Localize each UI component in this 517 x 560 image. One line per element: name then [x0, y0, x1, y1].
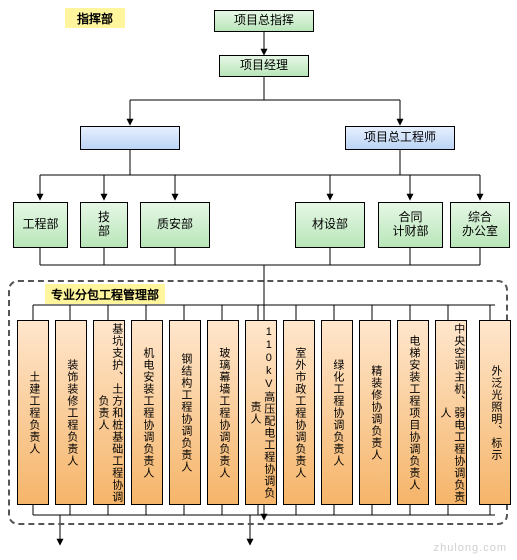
- dept-contract-finance: 合同计财部: [378, 202, 443, 248]
- col-outdoor: 室外市政工程协调负责人: [283, 320, 315, 505]
- col-civil: 土建工程负责人: [17, 320, 49, 505]
- node-chief-engineer: 项目总工程师: [345, 126, 455, 150]
- col-decoration: 装饰装修工程负责人: [55, 320, 87, 505]
- col-mep-install: 机电安装工程协调负责人: [131, 320, 163, 505]
- dept-material: 材设部: [295, 202, 365, 248]
- col-steel: 钢结构工程协调负责人: [169, 320, 201, 505]
- dept-quality-safety: 质安部: [140, 202, 210, 248]
- dept-tech: 技部: [80, 202, 128, 248]
- watermark: zhulong.com: [434, 542, 507, 554]
- node-project-commander: 项目总指挥: [214, 10, 314, 32]
- col-elevator: 电梯安装工程项目协调负责人: [397, 320, 429, 505]
- col-pit-pile: 基坑支护、土方和桩基础工程协调负责人: [93, 320, 125, 505]
- org-chart-canvas: 指挥部 专业分包工程管理部 项目总指挥 项目经理 项目总工程师 工程部 技部 质…: [0, 0, 517, 560]
- col-greening: 绿化工程协调负责人: [321, 320, 353, 505]
- node-blank-left: [80, 126, 180, 150]
- col-110kv: 110kV高压配电工程协调负责人: [245, 320, 277, 505]
- node-project-manager: 项目经理: [219, 55, 309, 77]
- dept-engineering: 工程部: [13, 202, 68, 248]
- dept-general-office: 综合办公室: [450, 202, 510, 248]
- col-curtainwall: 玻璃幕墙工程协调负责人: [207, 320, 239, 505]
- col-hvac-elv: 中央空调主机、弱电工程协调负责人: [435, 320, 467, 505]
- col-fine-deco: 精装修协调负责人: [359, 320, 391, 505]
- tag-command: 指挥部: [65, 8, 125, 28]
- col-floodlight: 外泛光照明、标示: [479, 320, 511, 505]
